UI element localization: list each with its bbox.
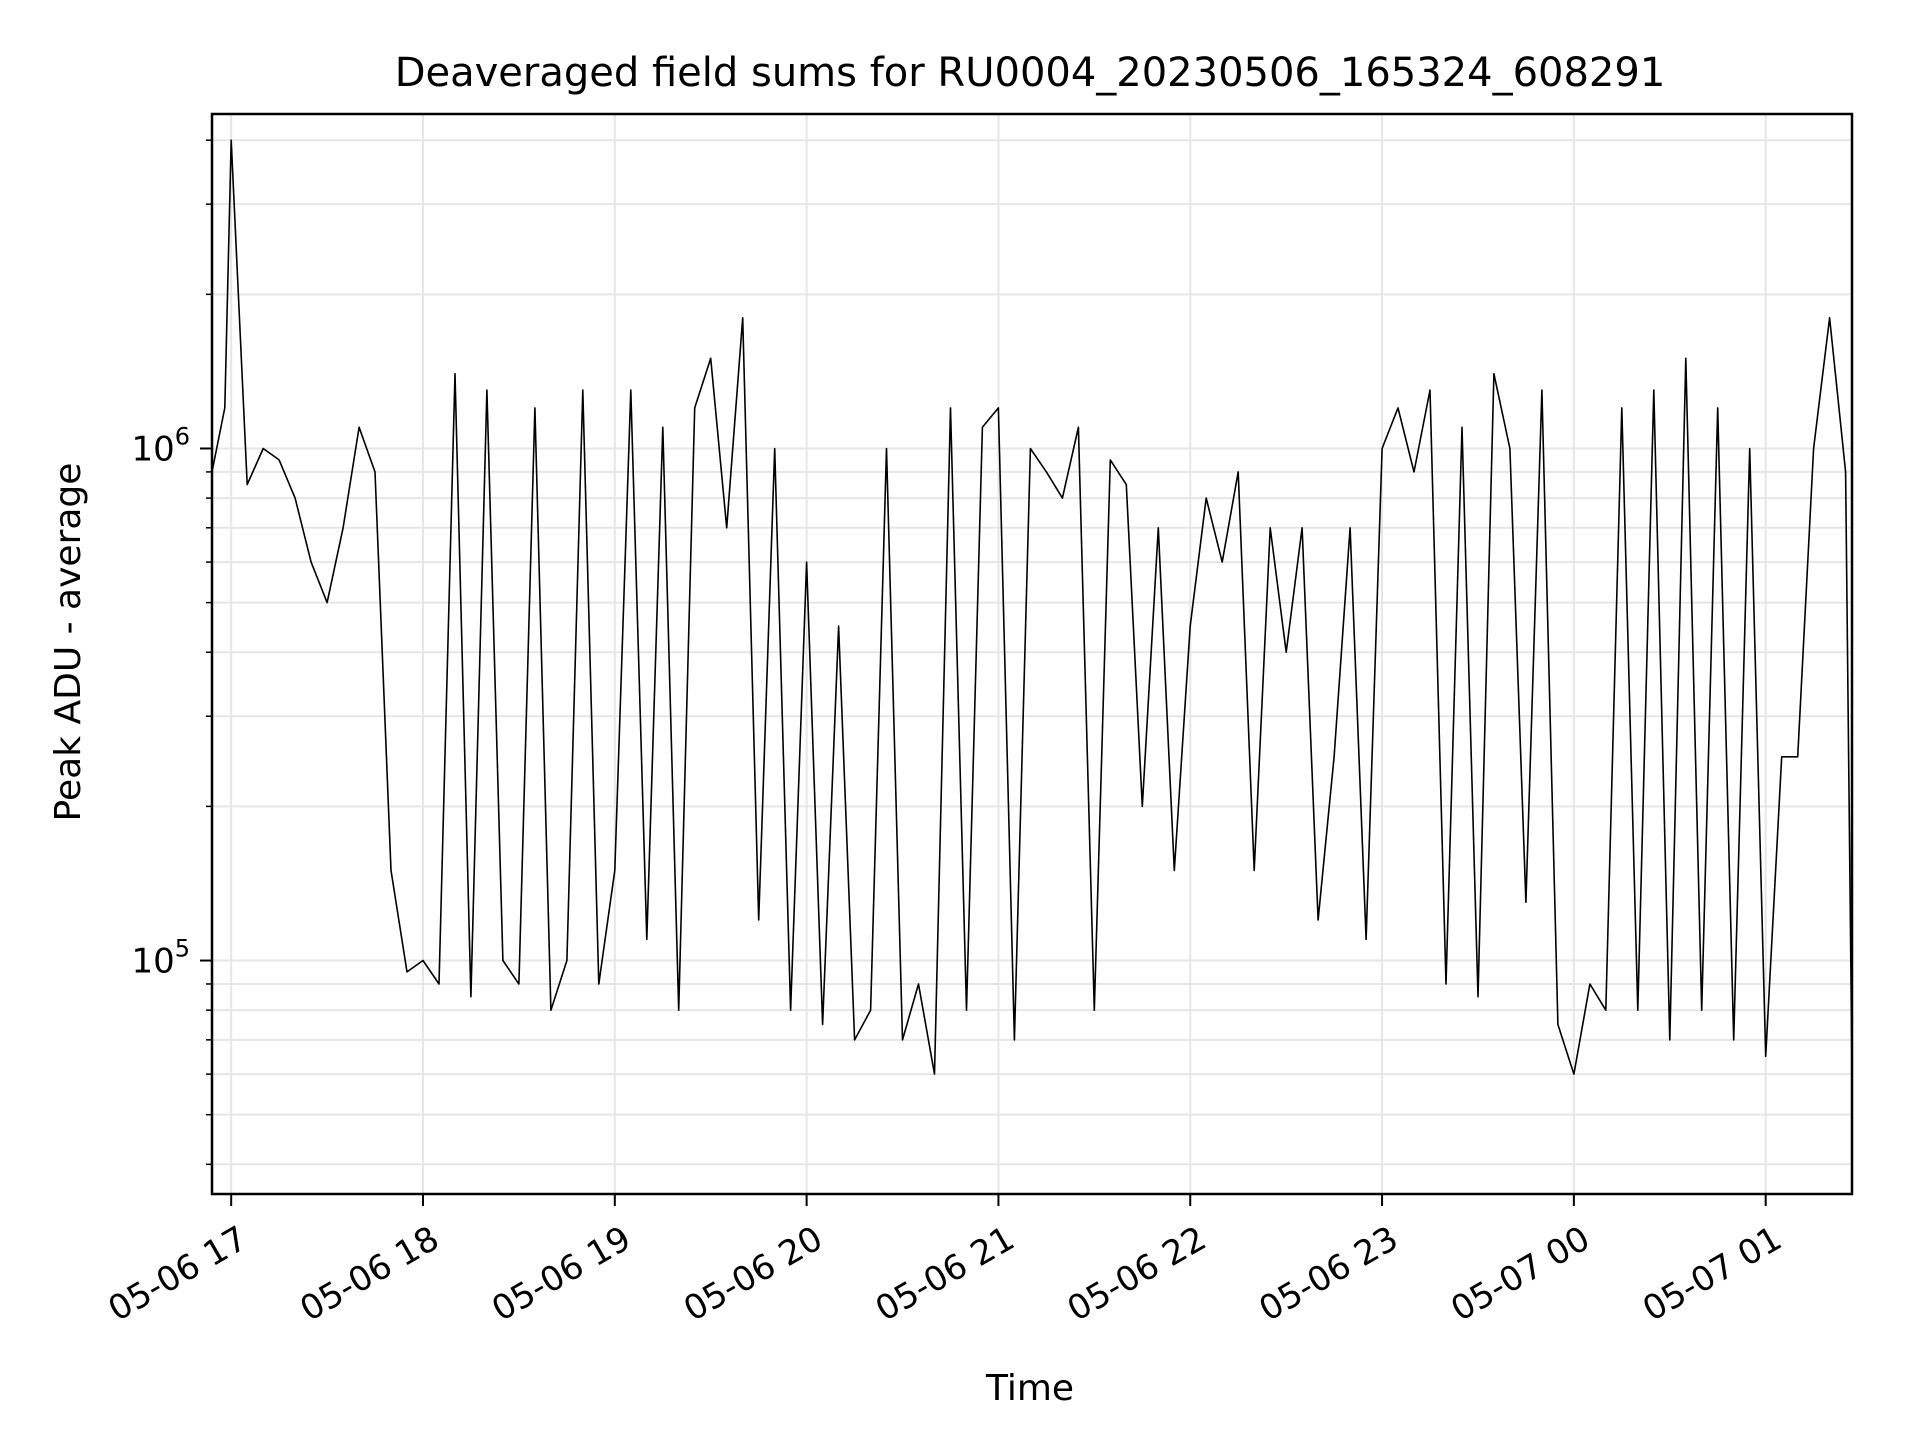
series-line	[211, 139, 1853, 1075]
grid	[212, 114, 1852, 1194]
series-layer	[211, 139, 1853, 1075]
y-tick-exponent: 5	[175, 935, 190, 963]
y-tick-base: 10	[131, 942, 174, 982]
plot-frame	[210, 112, 1854, 1196]
y-tick-label: 106	[131, 422, 190, 469]
y-tick-exponent: 6	[175, 422, 190, 450]
y-axis-label: Peak ADU - average	[48, 463, 89, 822]
y-tick-label: 105	[131, 935, 190, 982]
y-tick-base: 10	[131, 429, 174, 469]
x-axis-label: Time	[985, 1368, 1074, 1409]
chart-title: Deaveraged field sums for RU0004_2023050…	[395, 50, 1666, 96]
